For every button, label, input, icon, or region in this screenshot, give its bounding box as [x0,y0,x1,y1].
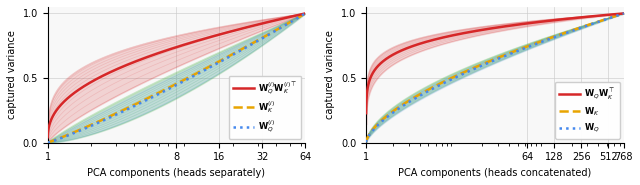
$\mathbf{W}_Q^{(i)}$ [301,12,309,15]
$\mathbf{W}_K$ [584,24,592,26]
$\mathbf{W}_K$ [362,141,370,143]
Y-axis label: captured variance: captured variance [7,30,17,119]
Line: $\mathbf{W}_K$: $\mathbf{W}_K$ [366,14,624,142]
$\mathbf{W}_Q^{(i)}\mathbf{W}_K^{(i)\top}$ [208,36,216,38]
Legend: $\mathbf{W}_Q\mathbf{W}_K^{\top}$, $\mathbf{W}_K$, $\mathbf{W}_Q$: $\mathbf{W}_Q\mathbf{W}_K^{\top}$, $\mat… [555,82,620,139]
$\mathbf{W}_Q^{(i)}$ [193,73,201,75]
$\mathbf{W}_K$ [527,44,534,46]
$\mathbf{W}_Q$ [362,141,370,143]
$\mathbf{W}_K^{(i)}$ [208,64,216,66]
$\mathbf{W}_K^{(i)}$ [60,136,67,138]
$\mathbf{W}_Q\mathbf{W}_K^{\top}$ [620,12,628,15]
$\mathbf{W}_Q^{(i)}$ [44,142,51,144]
$\mathbf{W}_K^{(i)}$ [44,142,51,144]
$\mathbf{W}_Q$ [518,48,526,50]
X-axis label: PCA components (heads concatenated): PCA components (heads concatenated) [398,168,591,178]
$\mathbf{W}_K$ [518,47,526,49]
$\mathbf{W}_Q\mathbf{W}_K^{\top}$ [512,24,520,26]
Line: $\mathbf{W}_Q$: $\mathbf{W}_Q$ [366,14,624,142]
$\mathbf{W}_Q^{(i)}$ [200,69,208,72]
$\mathbf{W}_Q\mathbf{W}_K^{\top}$ [527,22,534,24]
$\mathbf{W}_Q\mathbf{W}_K^{\top}$ [362,112,370,114]
$\mathbf{W}_Q^{(i)}\mathbf{W}_K^{(i)\top}$ [200,38,208,40]
Line: $\mathbf{W}_Q^{(i)}\mathbf{W}_K^{(i)\top}$: $\mathbf{W}_Q^{(i)}\mathbf{W}_K^{(i)\top… [47,14,305,137]
Line: $\mathbf{W}_K^{(i)}$: $\mathbf{W}_K^{(i)}$ [47,14,305,143]
$\mathbf{W}_Q^{(i)}\mathbf{W}_K^{(i)\top}$ [239,27,247,29]
Legend: $\mathbf{W}_Q^{(i)}\mathbf{W}_K^{(i)\top}$, $\mathbf{W}_K^{(i)}$, $\mathbf{W}_Q^: $\mathbf{W}_Q^{(i)}\mathbf{W}_K^{(i)\top… [229,75,301,139]
$\mathbf{W}_Q\mathbf{W}_K^{\top}$ [518,23,526,25]
$\mathbf{W}_K^{(i)}$ [301,12,309,15]
$\mathbf{W}_Q^{(i)}$ [266,33,273,35]
$\mathbf{W}_Q^{(i)}$ [239,48,247,50]
$\mathbf{W}_K$ [378,119,386,121]
$\mathbf{W}_Q^{(i)}\mathbf{W}_K^{(i)\top}$ [266,21,273,23]
$\mathbf{W}_Q^{(i)}\mathbf{W}_K^{(i)\top}$ [44,136,51,138]
$\mathbf{W}_K$ [512,50,520,52]
$\mathbf{W}_Q$ [584,24,592,26]
$\mathbf{W}_Q^{(i)}\mathbf{W}_K^{(i)\top}$ [301,12,309,15]
Y-axis label: captured variance: captured variance [325,30,335,119]
$\mathbf{W}_Q^{(i)}\mathbf{W}_K^{(i)\top}$ [193,40,201,42]
$\mathbf{W}_Q$ [620,12,628,15]
$\mathbf{W}_K^{(i)}$ [266,33,273,35]
$\mathbf{W}_Q\mathbf{W}_K^{\top}$ [584,16,592,18]
$\mathbf{W}_Q\mathbf{W}_K^{\top}$ [378,61,386,63]
$\mathbf{W}_K$ [557,33,565,35]
$\mathbf{W}_K^{(i)}$ [193,72,201,74]
$\mathbf{W}_Q$ [512,51,520,53]
Line: $\mathbf{W}_Q^{(i)}$: $\mathbf{W}_Q^{(i)}$ [47,14,305,143]
$\mathbf{W}_Q$ [557,33,565,36]
$\mathbf{W}_Q$ [378,120,386,122]
$\mathbf{W}_Q$ [527,45,534,47]
$\mathbf{W}_K^{(i)}$ [239,47,247,50]
Line: $\mathbf{W}_Q\mathbf{W}_K^{\top}$: $\mathbf{W}_Q\mathbf{W}_K^{\top}$ [366,14,624,113]
$\mathbf{W}_Q\mathbf{W}_K^{\top}$ [557,18,565,21]
$\mathbf{W}_Q^{(i)}\mathbf{W}_K^{(i)\top}$ [60,101,67,103]
$\mathbf{W}_K$ [620,12,628,15]
$\mathbf{W}_Q^{(i)}$ [208,65,216,67]
X-axis label: PCA components (heads separately): PCA components (heads separately) [88,168,266,178]
$\mathbf{W}_K^{(i)}$ [200,68,208,70]
$\mathbf{W}_Q^{(i)}$ [60,136,67,138]
